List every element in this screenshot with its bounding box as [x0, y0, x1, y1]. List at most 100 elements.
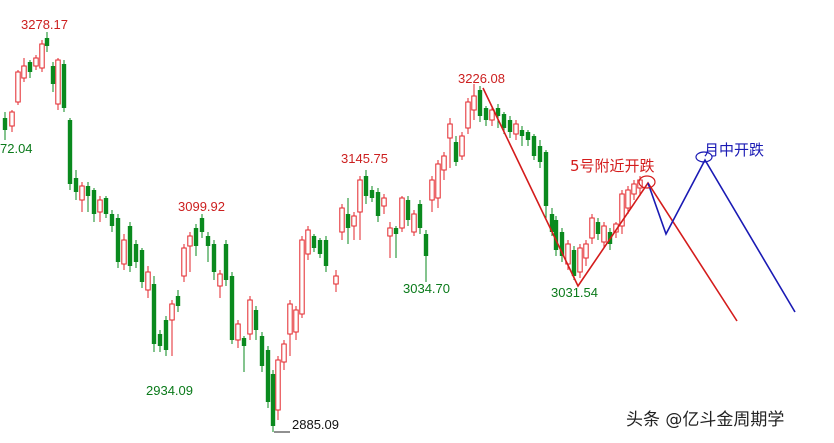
red-projection-path [482, 87, 738, 322]
candle-body [103, 198, 109, 214]
candles-group [2, 32, 643, 432]
candle-body [253, 310, 259, 330]
candle-body [537, 146, 543, 162]
candle-body [559, 232, 565, 256]
candle-body [345, 214, 351, 228]
candle-body [583, 243, 589, 259]
candle-body [305, 229, 311, 255]
candle-body [91, 190, 97, 214]
candle-body [333, 275, 339, 285]
candle-body [577, 247, 583, 273]
candle-body [501, 114, 507, 128]
candle-body [169, 303, 175, 321]
candle-body [323, 240, 329, 266]
candle-body [447, 123, 453, 139]
annotation-red: 5号附近开跌 [570, 157, 655, 175]
candle-body [151, 284, 157, 344]
candle-body [369, 190, 375, 198]
candle-body [507, 120, 513, 132]
candle-body [423, 234, 429, 256]
candle-body [85, 186, 91, 196]
blue-projection-path [647, 158, 796, 313]
price-label-3099: 3099.92 [178, 199, 225, 214]
candle-body [15, 71, 21, 103]
candle-body [55, 59, 61, 105]
candle-body [235, 323, 241, 341]
candle-body [61, 64, 67, 108]
candle-body [495, 108, 501, 116]
candle-body [133, 244, 139, 262]
candle-body [67, 120, 73, 184]
candle-body [39, 43, 45, 69]
price-label-3034: 3034.70 [403, 281, 450, 296]
candle-body [9, 111, 15, 127]
candle-body [21, 65, 27, 79]
candle-body [121, 239, 127, 265]
annotations: 5号附近开跌 月中开跌 [570, 141, 764, 175]
candle-body [205, 236, 211, 246]
candle-body [357, 179, 363, 213]
candle-body [27, 62, 33, 72]
candle-body [625, 189, 631, 209]
candle-body [229, 276, 235, 340]
candle-body [211, 244, 217, 272]
candle-body [553, 220, 559, 250]
price-label-3226: 3226.08 [458, 71, 505, 86]
candle-body [199, 218, 205, 232]
candle-body [411, 213, 417, 233]
candle-body [217, 273, 223, 287]
price-label-2934: 2934.09 [146, 383, 193, 398]
candle-body [435, 163, 441, 199]
candle-body [115, 218, 121, 262]
candle-body [453, 142, 459, 162]
candle-body [441, 155, 447, 171]
candle-body [241, 338, 247, 346]
candle-body [351, 215, 357, 227]
candle-body [531, 136, 537, 156]
blue-target-ellipse [695, 151, 713, 163]
candle-body [181, 247, 187, 277]
candle-body [417, 204, 423, 228]
candle-body [287, 303, 293, 335]
price-label-3031: 3031.54 [551, 285, 598, 300]
candle-body [270, 374, 276, 426]
candle-body [193, 228, 199, 246]
candle-body [157, 334, 163, 346]
candle-body [393, 228, 399, 234]
candle-body [589, 217, 595, 239]
red-target-ellipse [638, 175, 656, 189]
candle-body [619, 193, 625, 227]
candle-body [223, 244, 229, 280]
candle-body [50, 66, 56, 84]
candle-body [317, 240, 323, 254]
candle-body [483, 108, 489, 120]
candle-body [299, 239, 305, 315]
annotation-blue: 月中开跌 [704, 141, 764, 159]
candle-body [33, 57, 39, 67]
candle-body [363, 176, 369, 196]
candle-body [471, 95, 477, 111]
candle-body [543, 152, 549, 206]
candle-body [247, 299, 253, 335]
candle-body [405, 200, 411, 220]
watermark: 头条 @亿斗金周期学 [626, 410, 784, 430]
candle-body [79, 185, 85, 201]
price-label-72: 72.04 [0, 141, 33, 156]
candle-body [265, 350, 271, 402]
candle-body [375, 192, 381, 216]
price-label-3145: 3145.75 [341, 151, 388, 166]
candle-body [387, 227, 393, 237]
candle-body [595, 222, 601, 234]
candle-body [477, 90, 483, 116]
candle-body [339, 207, 345, 233]
projection-paths [482, 87, 796, 322]
candle-body [175, 296, 181, 306]
candle-body [513, 123, 519, 135]
candle-body [601, 225, 607, 243]
candle-body [187, 235, 193, 247]
candle-body [571, 250, 577, 276]
candle-body [489, 109, 495, 121]
candle-body [163, 320, 169, 350]
candle-body [109, 214, 115, 226]
